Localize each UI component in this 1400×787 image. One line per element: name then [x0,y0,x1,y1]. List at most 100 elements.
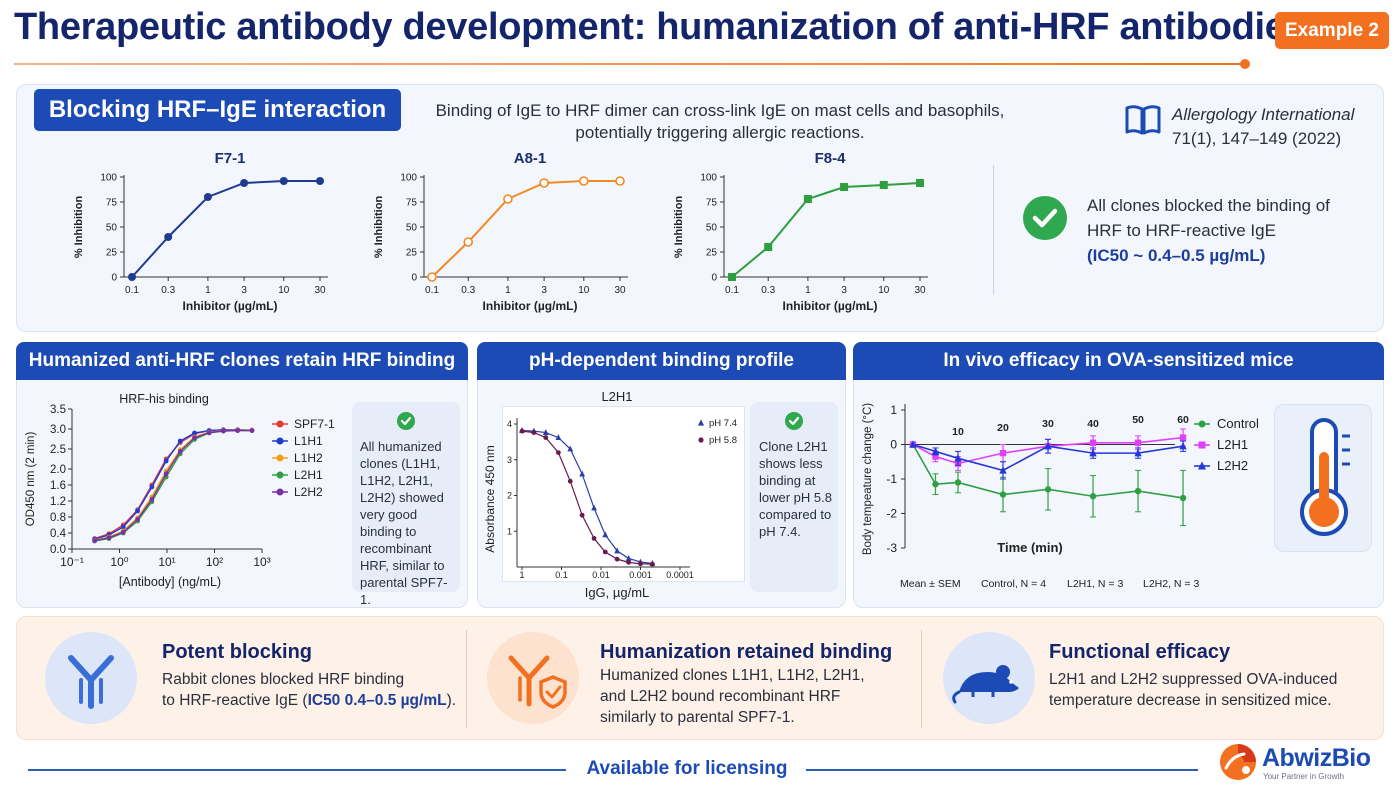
x-tick-label: 10 [278,285,290,296]
x-axis-label: Inhibitor (µg/mL) [183,299,278,313]
legend-marker [276,488,284,496]
divider [993,165,994,295]
x-tick-label: 0.0001 [666,570,694,580]
example-badge: Example 2 [1275,12,1389,49]
data-point [591,504,597,511]
y-tick-label: 0 [711,273,717,284]
y-tick-label: 2.0 [50,464,66,476]
data-point [463,237,474,247]
y-axis-label: OD450 nm (2 min) [25,432,37,527]
data-point [602,549,608,555]
x-tick-label: 0.01 [592,570,610,580]
reference-journal: Allergology International [1172,105,1355,124]
data-point [1134,487,1142,495]
data-point [909,440,917,448]
data-point [192,430,197,436]
x-tick-label: 1 [519,570,524,580]
data-point [192,435,197,441]
ph-section-title: pH-dependent binding profile [477,342,846,380]
legend-label: pH 5.8 [709,435,737,446]
legend-marker [697,419,705,426]
chart-footnote: Control, N = 4 [981,578,1046,590]
y-tick-label: 0.4 [50,528,67,540]
y-tick-label: 50 [706,223,718,234]
data-point [149,497,155,502]
legend-marker [1198,441,1206,449]
x-axis-label: [Antibody] (ng/mL) [119,575,221,589]
x-tick-label: 50 [1132,414,1144,426]
highlight-line: temperature decrease in sensitized mice. [1049,692,1332,709]
brand-tagline: Your Partner in Growth [1263,772,1345,781]
y-tick-label: 3.0 [50,424,66,436]
data-point [135,508,140,514]
y-axis-label: % Inhibition [373,196,385,259]
y-tick-label: 25 [406,248,418,259]
legend-label: L2H1 [294,468,323,482]
hrf-binding-chart: HRF-his binding 0.0 0.4 0.8 1.2 1.6 2.0 2.5 3.0 3… [25,392,335,589]
humanized-antibody-icon-circle [487,632,579,724]
x-tick-label: 60 [1177,414,1189,426]
x-tick-label: 10 [952,426,964,438]
data-point [1044,486,1052,493]
y-tick-label: 0 [411,273,417,284]
data-point [649,561,655,567]
legend-marker [276,471,284,479]
data-point [625,555,632,561]
data-point [764,243,773,251]
reference-citation: 71(1), 147–149 (2022) [1172,129,1342,148]
y-tick-label: 0.8 [50,512,66,524]
y-tick-label: 100 [100,173,117,184]
data-point [1179,442,1187,450]
series-line [912,436,1184,465]
data-point [999,491,1007,498]
data-point [542,429,549,435]
series-line [912,444,1184,499]
highlight-line: L2H1 and L2H2 suppressed OVA-induced [1049,671,1338,688]
claim-line: All clones blocked the binding of [1087,196,1330,215]
x-axis-label: Inhibitor (µg/mL) [783,299,878,313]
data-point [235,428,241,433]
mechanism-line: Binding of IgE to HRF dimer can cross-li… [435,101,1005,120]
x-tick-label: 0.1 [425,285,439,296]
highlight-title: Functional efficacy [1049,641,1231,663]
highlight-line: and L2H2 bound recombinant HRF [600,688,841,705]
highlight-fragment: ). [446,692,457,709]
ph-note: Clone L2H1 shows less binding at lower p… [750,402,838,592]
y-tick-label: 3 [507,455,512,465]
y-tick-label: 0 [890,438,897,452]
series-line [131,180,320,278]
data-point [135,517,140,522]
data-point [163,458,169,464]
highlight-line: to HRF-reactive IgE (IC50 0.4–0.5 µg/mL)… [162,690,456,711]
y-tick-label: 75 [106,198,118,209]
f8-4-inhibition-chart: F8-4 0 25 50 75 100 0.1 0.3 1 3 10 30 Inhibitor (µg/… [673,150,928,313]
x-tick-label: 40 [1087,418,1099,430]
y-tick-label: 50 [106,223,118,234]
y-tick-label: 75 [406,198,418,209]
legend-marker [276,437,284,445]
data-point [240,179,249,187]
highlight-line: Humanized clones L1H1, L1H2, L2H1, [600,667,865,684]
y-tick-label: 2.5 [50,444,66,456]
x-tick-label: 0.1 [125,285,139,296]
licensing-link[interactable]: Available for licensing [586,758,788,779]
data-point [567,478,573,484]
y-tick-label: 50 [406,223,418,234]
ph-note-text: Clone L2H1 shows less binding at lower p… [759,439,832,539]
y-tick-label: 100 [400,173,417,184]
data-point [206,430,212,435]
data-point [638,561,643,567]
data-point [519,428,525,434]
chart-footnote: Mean ± SEM [900,578,961,590]
highlight-line: similarly to parental SPF7-1. [600,709,795,726]
ic50-range: (IC50 ~ 0.4–0.5 µg/mL) [1087,246,1266,265]
data-point [602,531,609,538]
a8-1-inhibition-chart: A8-1 0 25 50 75 100 0.1 0.3 1 3 10 30 Inhibitor (µg/… [373,150,628,313]
chart-title: HRF-his binding [119,392,209,406]
x-tick-label: 30 [314,285,326,296]
brand-logo: AbwizBio [1262,744,1371,772]
data-point [503,194,513,204]
y-tick-label: 4 [507,419,512,429]
data-point [128,273,136,281]
series-line [912,443,1184,472]
